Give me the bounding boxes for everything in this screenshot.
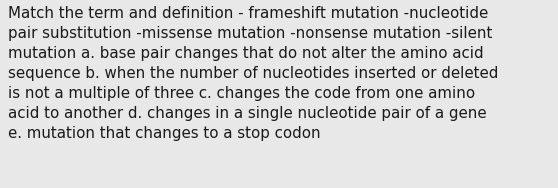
Text: Match the term and definition - frameshift mutation -nucleotide
pair substitutio: Match the term and definition - frameshi… [8, 6, 499, 141]
